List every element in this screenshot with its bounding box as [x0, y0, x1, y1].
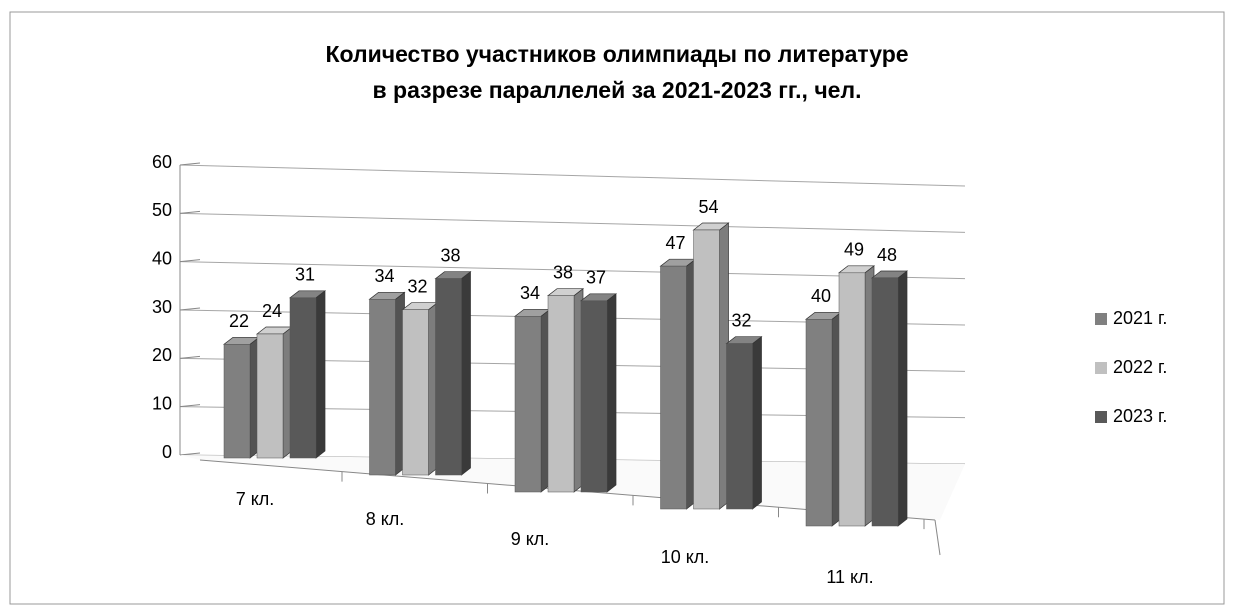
data-label: 31 [295, 265, 315, 285]
y-tick [179, 452, 201, 456]
data-label: 22 [229, 311, 249, 331]
bar-side [752, 335, 762, 510]
y-tick [179, 162, 201, 166]
bar [579, 293, 618, 493]
bar-front [547, 295, 575, 493]
legend-swatch [1095, 362, 1107, 374]
data-label: 40 [811, 286, 831, 306]
y-tick-label: 30 [152, 297, 172, 317]
data-label: 49 [844, 240, 864, 260]
data-label: 34 [520, 283, 540, 303]
x-tick-label: 10 кл. [661, 547, 710, 567]
bar [434, 270, 472, 476]
chart-title: Количество участников олимпиады по литер… [325, 41, 908, 67]
floor-edge [934, 519, 941, 556]
y-tick [179, 307, 201, 311]
bar [288, 290, 327, 459]
bar [401, 301, 439, 476]
bar-front [435, 278, 462, 476]
y-tick-label: 0 [162, 442, 172, 462]
y-tick [179, 259, 201, 263]
y-tick [179, 355, 201, 359]
grid-line [179, 212, 966, 233]
chart-border [9, 11, 1225, 605]
y-tick [179, 404, 201, 408]
y-tick-label: 10 [152, 393, 172, 413]
bar-front [369, 299, 396, 476]
x-tick-label: 8 кл. [366, 509, 405, 529]
data-label: 34 [374, 266, 394, 286]
data-label: 48 [877, 245, 897, 265]
bar [513, 308, 552, 493]
bar-front [289, 297, 317, 459]
x-tick-label: 9 кл. [511, 529, 550, 549]
y-tick-label: 60 [152, 152, 172, 172]
chart-title: в разрезе параллелей за 2021-2023 гг., ч… [373, 77, 862, 103]
bar [837, 265, 876, 527]
bar-side [461, 270, 471, 476]
bar-front [871, 277, 899, 527]
bar-front [693, 229, 720, 510]
bar [804, 311, 843, 527]
bar-front [838, 272, 866, 527]
data-label: 24 [262, 301, 282, 321]
bar [659, 258, 697, 510]
bar-front [580, 300, 608, 493]
legend-swatch [1095, 411, 1107, 423]
bar-front [256, 333, 284, 459]
x-tick-label: 11 кл. [826, 567, 873, 587]
y-tick [179, 210, 201, 214]
legend-label: 2022 г. [1113, 357, 1167, 377]
y-tick-label: 50 [152, 200, 172, 220]
legend-label: 2023 г. [1113, 406, 1167, 426]
y-tick-label: 40 [152, 248, 172, 268]
y-tick-label: 20 [152, 345, 172, 365]
bar-front [402, 309, 429, 476]
bar [870, 270, 909, 527]
bar-front [726, 343, 753, 510]
legend-label: 2021 г. [1113, 308, 1167, 328]
legend-swatch [1095, 313, 1107, 325]
data-label: 54 [698, 197, 718, 217]
bar [725, 335, 763, 510]
bar [255, 326, 294, 459]
bar [692, 222, 730, 510]
data-label: 37 [586, 268, 606, 288]
bar-side [315, 290, 326, 459]
grid-line [179, 164, 966, 187]
data-label: 32 [407, 276, 427, 296]
bar-front [660, 265, 687, 510]
bar [222, 336, 261, 459]
bar-front [514, 316, 542, 493]
bar-side [897, 270, 908, 527]
bar [368, 291, 406, 476]
bar-side [606, 293, 617, 493]
bar-front [223, 344, 251, 459]
data-label: 47 [665, 233, 685, 253]
bar [546, 287, 585, 493]
grid-line [179, 261, 966, 280]
data-label: 38 [553, 262, 573, 282]
bar-front [805, 319, 833, 527]
data-label: 32 [731, 310, 751, 330]
x-tick-label: 7 кл. [236, 489, 275, 509]
data-label: 38 [440, 245, 460, 265]
